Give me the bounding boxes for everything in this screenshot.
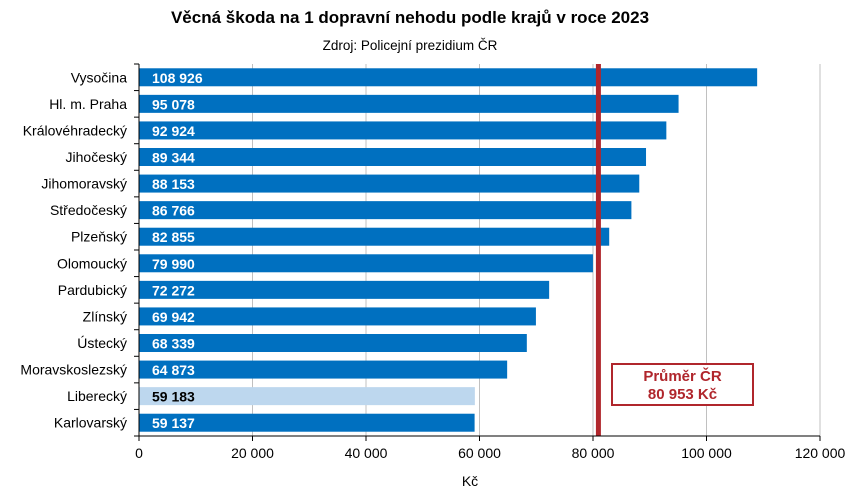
bar [139, 307, 536, 326]
category-label: Moravskoslezský [20, 362, 127, 378]
bar [139, 254, 593, 273]
bar-value-label: 82 855 [152, 229, 195, 245]
x-tick-label: 60 000 [458, 445, 501, 461]
bar-value-label: 86 766 [152, 203, 195, 219]
bar-value-label: 72 272 [152, 282, 195, 298]
category-label: Královéhradecký [23, 122, 127, 138]
labels: 108 926 Vysočina 95 078 Hl. m. Praha 92 924 K… [20, 69, 845, 461]
category-label: Jihomoravský [41, 176, 127, 192]
bar-value-label: 68 339 [152, 336, 195, 352]
bar [139, 174, 640, 193]
category-label: Liberecký [67, 388, 127, 404]
category-label: Jihočeský [66, 149, 127, 165]
category-label: Olomoucký [57, 255, 127, 271]
bar-value-label: 59 183 [152, 389, 195, 405]
chart-subtitle: Zdroj: Policejní prezidium ČR [322, 38, 498, 53]
category-label: Karlovarský [54, 415, 127, 431]
bar [139, 227, 610, 246]
category-label: Středočeský [50, 202, 127, 218]
bar [139, 387, 475, 406]
x-tick-label: 0 [135, 445, 143, 461]
bar-value-label: 88 153 [152, 176, 195, 192]
bar [139, 94, 679, 113]
x-tick-label: 80 000 [572, 445, 615, 461]
average-annotation: Průměr ČR 80 953 Kč [611, 363, 754, 406]
axes [134, 63, 821, 441]
x-tick-label: 40 000 [345, 445, 388, 461]
bar-value-label: 92 924 [152, 123, 195, 139]
average-label: Průměr ČR [643, 368, 722, 385]
category-label: Pardubický [58, 282, 127, 298]
x-tick-label: 120 000 [795, 445, 846, 461]
category-label: Plzeňský [71, 229, 127, 245]
bars [139, 68, 758, 432]
category-label: Ústecký [77, 335, 127, 351]
bar-value-label: 95 078 [152, 96, 195, 112]
x-tick-label: 100 000 [681, 445, 732, 461]
bar [139, 334, 527, 352]
bar [139, 201, 632, 220]
chart-title: Věcná škoda na 1 dopravní nehodu podle k… [170, 8, 650, 27]
bar [139, 148, 647, 166]
category-label: Hl. m. Praha [49, 96, 127, 112]
bar-value-label: 108 926 [152, 70, 203, 86]
category-label: Zlínský [83, 308, 127, 324]
bar-value-label: 59 137 [152, 415, 195, 431]
bar [139, 121, 667, 140]
bar [139, 280, 550, 299]
bar-value-label: 64 873 [152, 362, 195, 378]
category-label: Vysočina [71, 69, 128, 85]
bar [139, 68, 758, 87]
bar-value-label: 79 990 [152, 256, 195, 272]
x-axis-label: Kč [461, 473, 479, 489]
bar [139, 413, 475, 432]
bar [139, 360, 508, 379]
average-value: 80 953 Kč [647, 386, 718, 403]
bar-value-label: 69 942 [152, 309, 195, 325]
x-tick-label: 20 000 [231, 445, 274, 461]
bar-value-label: 89 344 [152, 150, 195, 166]
